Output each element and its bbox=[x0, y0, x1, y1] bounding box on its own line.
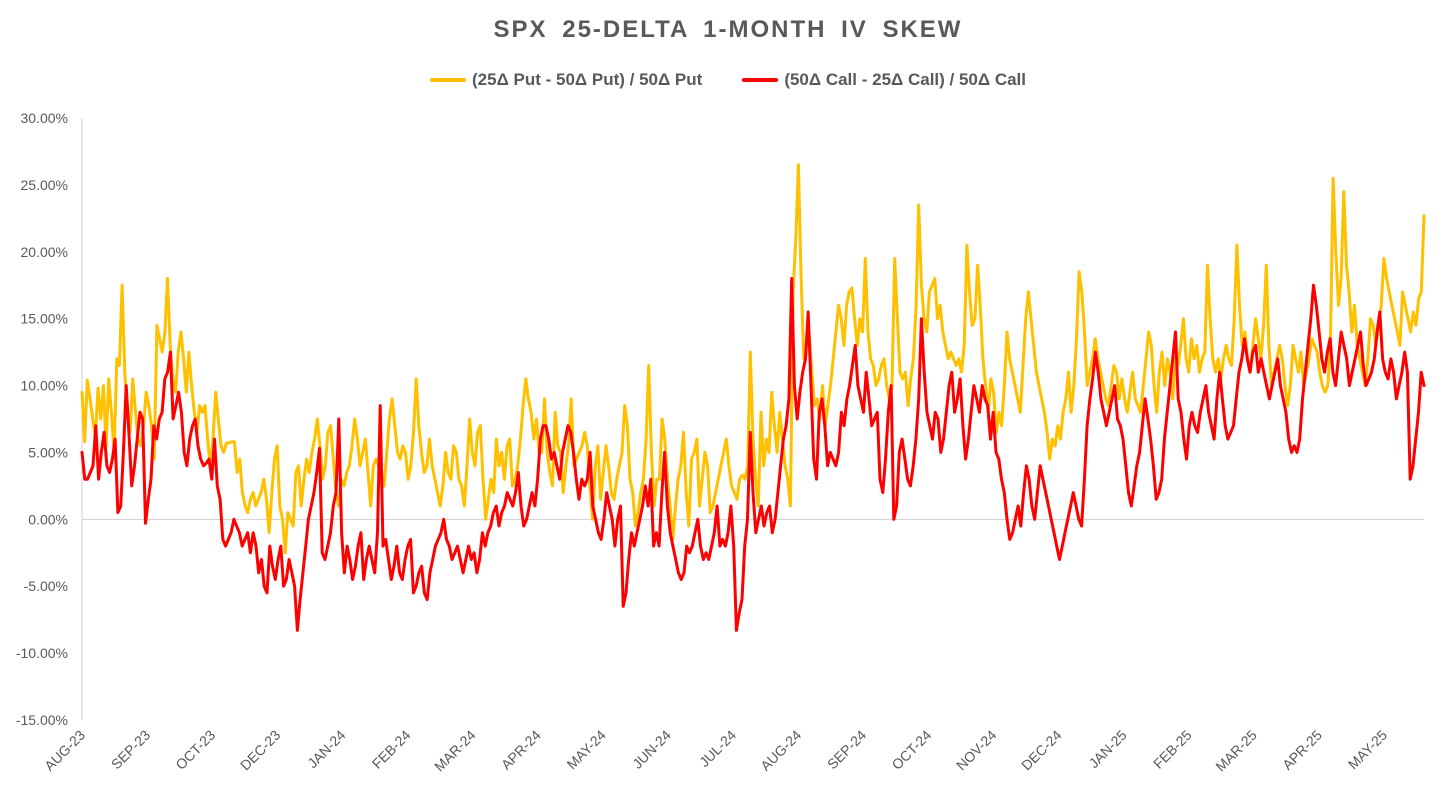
legend-label-put-skew: (25Δ Put - 50Δ Put) / 50Δ Put bbox=[472, 70, 703, 89]
x-tick-label: AUG-24 bbox=[757, 727, 804, 774]
x-tick-label: DEC-23 bbox=[237, 727, 284, 774]
x-tick-label: FEB-24 bbox=[369, 727, 414, 772]
y-tick-label: 15.00% bbox=[21, 311, 68, 327]
y-tick-label: -10.00% bbox=[16, 645, 68, 661]
series-line-call-skew bbox=[80, 277, 1426, 632]
chart-title: SPX 25-DELTA 1-MONTH IV SKEW bbox=[493, 16, 963, 43]
legend-swatch-put-skew bbox=[430, 78, 466, 82]
x-tick-label: APR-25 bbox=[1279, 727, 1325, 773]
x-tick-label: FEB-25 bbox=[1150, 727, 1195, 772]
legend: (25Δ Put - 50Δ Put) / 50Δ Put (50Δ Call … bbox=[0, 70, 1456, 90]
x-tick-label: MAY-25 bbox=[1345, 727, 1391, 773]
x-tick-label: AUG-23 bbox=[41, 727, 88, 774]
y-tick-label: 0.00% bbox=[28, 511, 68, 527]
y-tick-label: -15.00% bbox=[16, 712, 68, 728]
x-tick-label: JAN-24 bbox=[304, 727, 348, 771]
y-tick-label: 25.00% bbox=[21, 177, 68, 193]
legend-item-put-skew: (25Δ Put - 50Δ Put) / 50Δ Put bbox=[430, 70, 702, 90]
y-tick-label: 5.00% bbox=[28, 444, 68, 460]
series-line-put-skew bbox=[80, 163, 1426, 555]
legend-swatch-call-skew bbox=[742, 78, 779, 82]
x-tick-label: SEP-23 bbox=[108, 727, 154, 773]
x-tick-label: MAR-24 bbox=[431, 727, 479, 775]
x-tick-label: JAN-25 bbox=[1085, 727, 1129, 771]
x-tick-label: JUN-24 bbox=[629, 727, 674, 772]
y-tick-label: 10.00% bbox=[21, 378, 68, 394]
x-tick-label: MAY-24 bbox=[563, 727, 609, 773]
y-tick-label: -5.00% bbox=[24, 578, 68, 594]
x-tick-label: SEP-24 bbox=[824, 727, 870, 773]
x-tick-label: OCT-23 bbox=[172, 727, 218, 773]
x-tick-label: APR-24 bbox=[498, 727, 544, 773]
legend-item-call-skew: (50Δ Call - 25Δ Call) / 50Δ Call bbox=[742, 70, 1026, 90]
x-tick-label: MAR-25 bbox=[1212, 727, 1260, 775]
x-tick-label: NOV-24 bbox=[953, 727, 1000, 774]
legend-label-call-skew: (50Δ Call - 25Δ Call) / 50Δ Call bbox=[784, 70, 1026, 89]
y-tick-label: 30.00% bbox=[21, 110, 68, 126]
y-tick-label: 20.00% bbox=[21, 244, 68, 260]
x-tick-label: OCT-24 bbox=[888, 727, 934, 773]
x-tick-label: DEC-24 bbox=[1018, 727, 1065, 774]
x-tick-label: JUL-24 bbox=[696, 727, 739, 770]
